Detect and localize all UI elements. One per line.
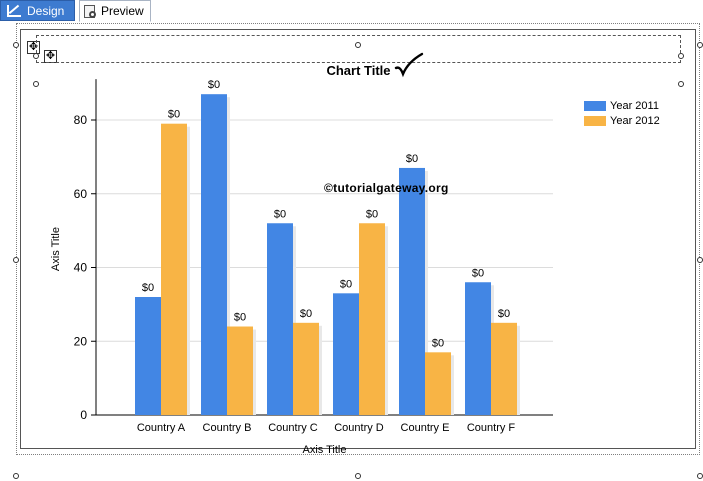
bar-year-2012-country-e bbox=[425, 352, 451, 415]
resize-handle-bottom-left[interactable] bbox=[13, 473, 19, 479]
checkmark-icon bbox=[394, 52, 424, 78]
resize-handle-bottom[interactable] bbox=[355, 473, 361, 479]
design-icon bbox=[7, 4, 21, 17]
data-label-1-5: $0 bbox=[406, 153, 418, 165]
bar-year-2012-country-d bbox=[359, 223, 385, 415]
data-label-2-1: $0 bbox=[168, 109, 180, 121]
title-handle-bottom-right[interactable] bbox=[678, 81, 684, 87]
view-tab-strip: Design Preview bbox=[0, 0, 703, 23]
bar-year-2012-country-a bbox=[161, 123, 187, 415]
y-axis-title: Axis Title bbox=[50, 227, 62, 271]
data-label-2-3: $0 bbox=[300, 308, 312, 320]
title-handle-top-left[interactable] bbox=[33, 53, 39, 59]
resize-handle-top[interactable] bbox=[355, 42, 361, 48]
watermark: ©tutorialgateway.org bbox=[324, 181, 449, 195]
preview-icon bbox=[84, 4, 96, 18]
chart-title-box[interactable] bbox=[36, 35, 681, 63]
data-label-1-2: $0 bbox=[208, 79, 220, 91]
y-tick-label-0: 0 bbox=[80, 408, 87, 422]
legend-label-year-2011: Year 2011 bbox=[610, 99, 659, 112]
x-tick-label-5: Country E bbox=[401, 422, 450, 434]
bar-year-2012-country-b bbox=[227, 326, 253, 415]
tab-preview[interactable]: Preview bbox=[79, 0, 151, 22]
y-tick-label-80: 80 bbox=[74, 113, 88, 127]
y-tick-label-40: 40 bbox=[74, 261, 88, 275]
chart-title: Chart Title bbox=[326, 63, 391, 78]
data-label-2-6: $0 bbox=[498, 308, 510, 320]
y-tick-label-60: 60 bbox=[74, 187, 88, 201]
bar-year-2011-country-a bbox=[135, 297, 161, 415]
x-axis-title: Axis Title bbox=[302, 444, 346, 456]
bar-year-2011-country-c bbox=[267, 223, 293, 415]
legend-item-year-2012: Year 2012 bbox=[584, 113, 660, 128]
bar-year-2012-country-f bbox=[491, 322, 517, 415]
legend-label-year-2012: Year 2012 bbox=[610, 114, 660, 127]
tab-design-label: Design bbox=[27, 3, 65, 18]
x-tick-label-2: Country B bbox=[203, 422, 252, 434]
report-body-selection bbox=[16, 23, 700, 455]
data-label-2-2: $0 bbox=[234, 312, 246, 324]
tab-design[interactable]: Design bbox=[0, 0, 75, 21]
legend-swatch-year-2011 bbox=[584, 100, 606, 111]
data-label-2-5: $0 bbox=[432, 337, 444, 349]
bar-year-2011-country-e bbox=[399, 167, 425, 415]
resize-handle-left[interactable] bbox=[13, 257, 19, 263]
bar-year-2011-country-f bbox=[465, 282, 491, 415]
bar-year-2011-country-b bbox=[201, 94, 227, 415]
title-handle-bottom-left[interactable] bbox=[33, 81, 39, 87]
data-label-1-6: $0 bbox=[472, 267, 484, 279]
data-label-1-1: $0 bbox=[142, 282, 154, 294]
legend-item-year-2011: Year 2011 bbox=[584, 98, 660, 113]
tab-preview-label: Preview bbox=[101, 4, 144, 18]
data-label-1-4: $0 bbox=[340, 278, 352, 290]
x-tick-label-6: Country F bbox=[467, 422, 516, 434]
bar-year-2011-country-d bbox=[333, 293, 359, 415]
x-tick-label-3: Country C bbox=[268, 422, 318, 434]
title-handle-top-right[interactable] bbox=[678, 53, 684, 59]
data-label-1-3: $0 bbox=[274, 208, 286, 220]
data-label-2-4: $0 bbox=[366, 208, 378, 220]
legend: Year 2011 Year 2012 bbox=[584, 98, 660, 128]
bar-year-2012-country-c bbox=[293, 322, 319, 415]
x-tick-label-1: Country A bbox=[137, 422, 186, 434]
x-tick-label-4: Country D bbox=[334, 422, 384, 434]
resize-handle-top-left[interactable] bbox=[13, 42, 19, 48]
chart-area[interactable] bbox=[20, 29, 696, 449]
y-tick-label-20: 20 bbox=[74, 334, 88, 348]
bar-chart: 0 20 40 60 80 $0 $0 Country A $0 $0 Country B $0 $0 C… bbox=[50, 79, 553, 456]
legend-swatch-year-2012 bbox=[584, 115, 606, 126]
